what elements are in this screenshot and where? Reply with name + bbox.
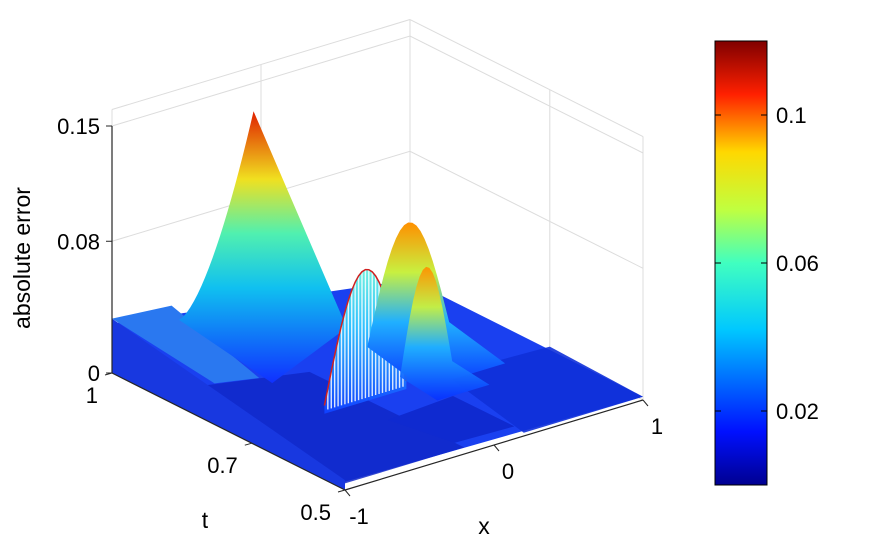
colorbar: 0.02 0.06 0.1 bbox=[714, 40, 819, 486]
grid-z-1 bbox=[111, 150, 644, 269]
x-axis-label: x bbox=[478, 513, 490, 539]
x-tick-mark-0 bbox=[344, 489, 351, 497]
t-axis-label: t bbox=[202, 507, 209, 533]
t-axis-line bbox=[111, 372, 346, 491]
grid-top-2 bbox=[409, 19, 644, 137]
t-tick-mark-1 bbox=[244, 442, 252, 446]
t-tick-mark-0 bbox=[337, 489, 346, 493]
z-axis-label: absolute error bbox=[9, 187, 35, 329]
t-tick-mark-2 bbox=[104, 372, 113, 376]
t-tick-label-2: 1 bbox=[86, 383, 98, 408]
t-tick-label-0: 0.5 bbox=[300, 500, 331, 525]
z-tick-label-1: 0.08 bbox=[57, 229, 100, 254]
x-tick-label-2: 1 bbox=[651, 414, 663, 439]
error-surface bbox=[112, 111, 643, 490]
grid-z-2 bbox=[111, 35, 644, 154]
colorbar-tick-label-2: 0.1 bbox=[776, 103, 807, 128]
surface-second-peak bbox=[400, 266, 490, 401]
surface-left-plateau bbox=[112, 305, 260, 384]
x-tick-mark-1 bbox=[493, 444, 500, 452]
tick-labels: 00.080.150.50.71-101 bbox=[57, 114, 663, 529]
z-tick-label-0: 0 bbox=[88, 361, 100, 386]
t-tick-label-1: 0.7 bbox=[207, 453, 238, 478]
surface-front-wave bbox=[387, 395, 515, 443]
z-tick-label-2: 0.15 bbox=[57, 114, 100, 139]
colorbar-ticks: 0.02 0.06 0.1 bbox=[715, 103, 819, 424]
x-tick-label-1: 0 bbox=[502, 459, 514, 484]
colorbar-tick-label-1: 0.06 bbox=[776, 251, 819, 276]
surface-floor-band-1 bbox=[181, 371, 465, 484]
x-tick-mark-2 bbox=[642, 399, 649, 407]
surface-ridge bbox=[179, 111, 347, 384]
colorbar-bar bbox=[714, 40, 768, 486]
surface-floor-band-2 bbox=[445, 346, 643, 433]
surface-left-face bbox=[112, 318, 345, 490]
x-tick-label-0: -1 bbox=[349, 504, 369, 529]
colorbar-tick-label-0: 0.02 bbox=[776, 399, 819, 424]
